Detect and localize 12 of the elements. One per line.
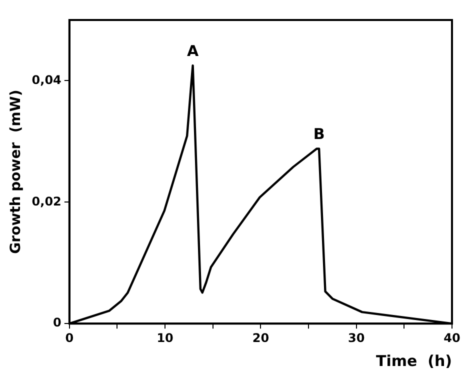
y-axis-title: Growth power (mW) [8,90,24,254]
x-tick-label: 40 [444,330,460,345]
y-tick-label: 0 [53,316,62,330]
annotation: A [186,42,199,60]
annotation: B [313,125,325,144]
x-tick-label: 10 [156,330,174,345]
y-tick-label: 0,02 [32,194,62,208]
x-tick-label: 0 [65,330,74,345]
x-tick-label: 20 [252,330,270,345]
x-axis-title: Time (h) [376,352,452,370]
x-tick-label: 30 [348,330,365,345]
y-tick-label: 0,04 [32,72,62,87]
